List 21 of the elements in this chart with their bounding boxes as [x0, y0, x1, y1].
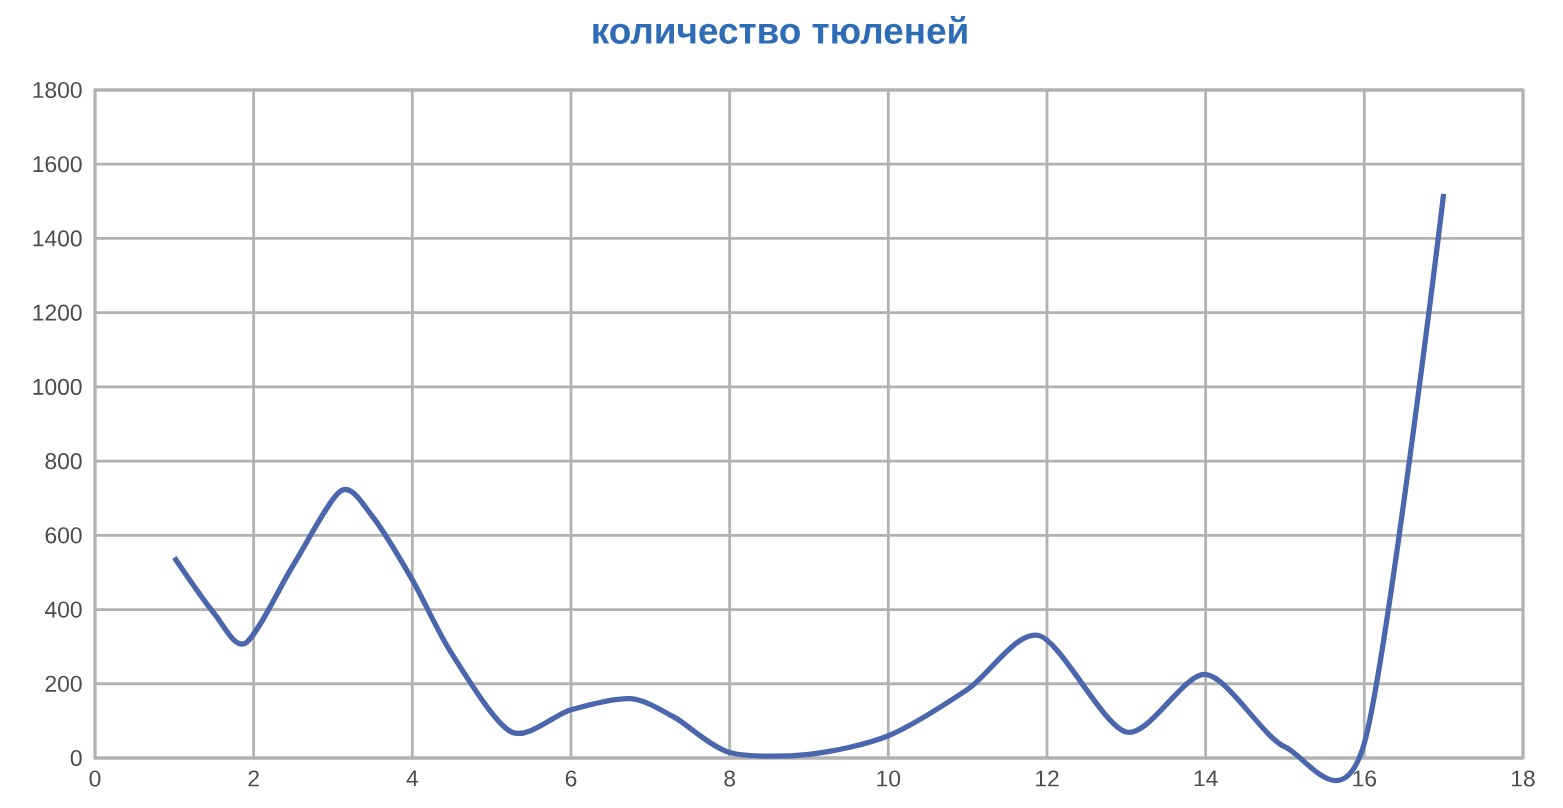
y-tick-label: 1400 [33, 230, 82, 247]
y-tick-label: 0 [70, 749, 82, 767]
x-tick-label: 12 [1036, 770, 1059, 787]
x-tick-label: 4 [406, 770, 418, 787]
x-tick-label: 0 [89, 770, 101, 787]
y-tick-label: 1000 [33, 378, 82, 395]
x-tick-label: 14 [1194, 770, 1218, 787]
y-tick-label: 800 [45, 453, 82, 470]
chart-title: количество тюленей [593, 16, 967, 44]
y-tick-label: 600 [45, 527, 82, 544]
x-tick-label: 18 [1512, 770, 1535, 787]
y-tick-label: 1600 [33, 156, 82, 173]
y-tick-label: 1200 [33, 304, 82, 321]
x-tick-label: 6 [565, 770, 577, 787]
x-tick-label: 2 [248, 770, 259, 787]
x-tick-label: 8 [724, 770, 735, 787]
x-tick-label: 10 [877, 770, 901, 787]
y-tick-label: 200 [45, 675, 82, 692]
y-tick-label: 400 [45, 601, 82, 618]
y-tick-label: 1800 [33, 81, 82, 99]
x-tick-label: 16 [1353, 770, 1377, 787]
